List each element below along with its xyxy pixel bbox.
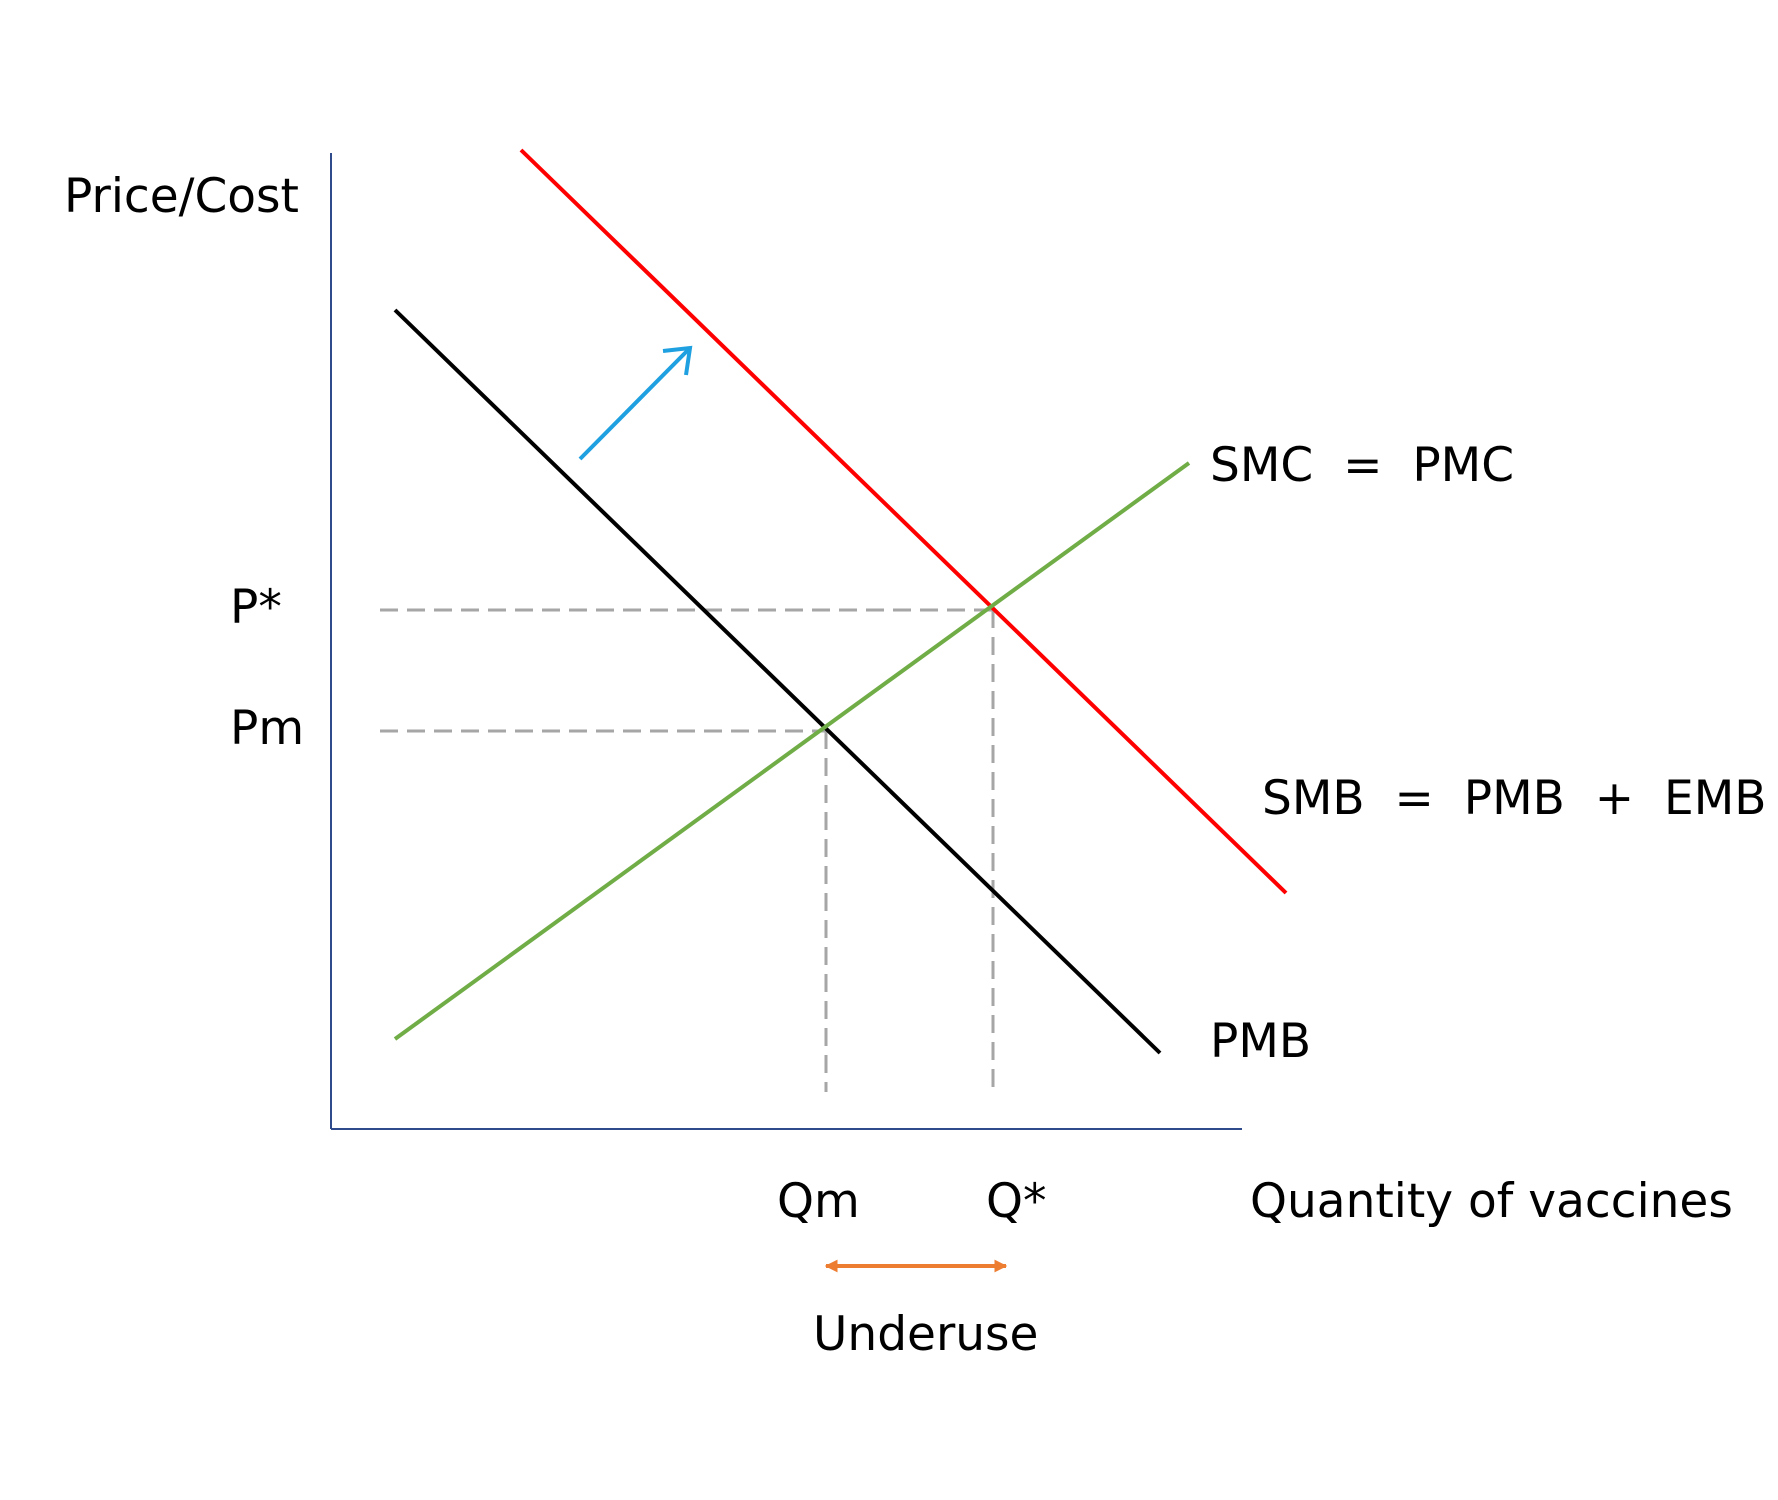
smb-curve [519,148,1288,895]
smb-label: SMB = PMB + EMB [1262,771,1767,826]
demand-shift-arrow [578,345,693,461]
pmb-label: PMB [1210,1014,1311,1069]
pm-label: Pm [230,701,304,756]
smc-pmc-label: SMC = PMC [1210,438,1514,493]
q-star-label: Q* [986,1174,1047,1229]
pmb-curve [393,308,1162,1055]
qm-label: Qm [777,1174,860,1229]
underuse-label: Underuse [813,1307,1038,1362]
p-star-label: P* [230,580,282,635]
smc-pmc-curve [393,461,1191,1041]
y-axis-label: Price/Cost [64,169,299,224]
x-axis-label: Quantity of vaccines [1250,1174,1733,1229]
